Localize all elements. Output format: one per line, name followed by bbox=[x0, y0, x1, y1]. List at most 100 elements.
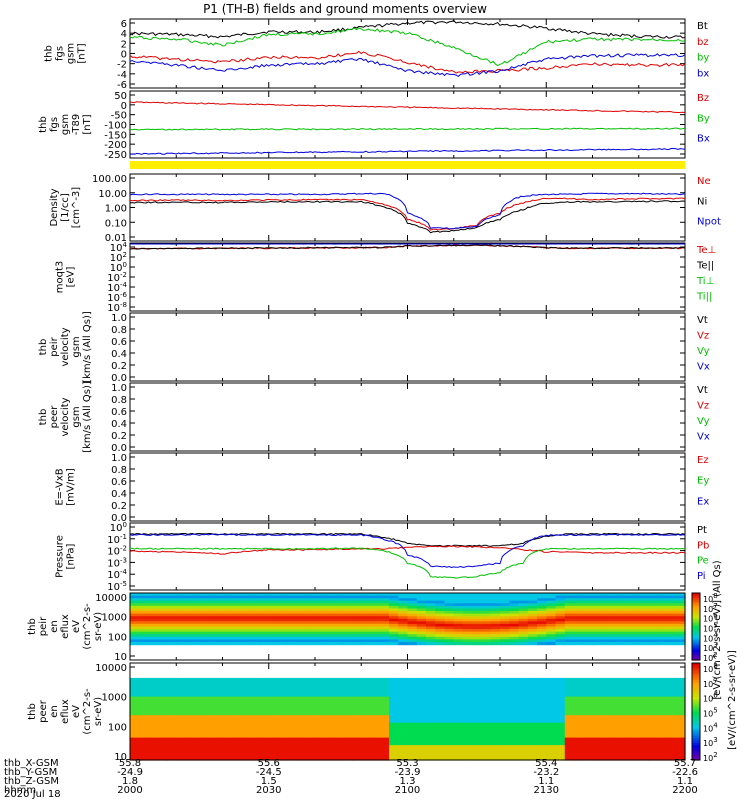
spec-cell bbox=[453, 733, 464, 739]
spec-cell bbox=[426, 639, 436, 643]
spec-cell bbox=[481, 631, 492, 635]
spec-cell bbox=[500, 711, 510, 716]
spec-cell bbox=[509, 752, 520, 757]
spec-cell bbox=[453, 741, 464, 746]
spec-cell bbox=[148, 618, 159, 622]
ytick-label-temp: 102 bbox=[110, 251, 127, 264]
spec-cell bbox=[250, 752, 261, 757]
spec-cell bbox=[268, 598, 279, 602]
spec-cell bbox=[324, 726, 335, 731]
spec-cell bbox=[555, 715, 566, 720]
spec-cell bbox=[546, 631, 557, 635]
spec-cell bbox=[555, 600, 566, 604]
spec-cell bbox=[241, 730, 251, 735]
spec-cell bbox=[500, 677, 510, 683]
spec-cell bbox=[315, 704, 325, 709]
spec-cell bbox=[259, 689, 270, 694]
spec-cell bbox=[296, 726, 307, 731]
spec-cell bbox=[490, 696, 501, 701]
spec-cell bbox=[130, 634, 140, 638]
spec-cell bbox=[148, 639, 159, 643]
spec-cell bbox=[500, 715, 510, 720]
spec-cell bbox=[213, 681, 224, 686]
spec-cell bbox=[148, 613, 159, 617]
spec-cell bbox=[157, 639, 168, 643]
ylabel-fgs-t89: -T89 bbox=[71, 114, 82, 136]
ytick-label-temp: 10-4 bbox=[107, 281, 127, 294]
spec-cell bbox=[213, 608, 224, 612]
spec-cell bbox=[268, 692, 279, 698]
spec-cell bbox=[453, 595, 464, 599]
spec-cell bbox=[139, 621, 150, 625]
spec-cell bbox=[509, 629, 520, 633]
spec-cell bbox=[139, 595, 150, 599]
spec-cell bbox=[444, 631, 455, 635]
spec-cell bbox=[527, 595, 538, 599]
colorbar-cell bbox=[692, 646, 700, 649]
spec-cell bbox=[518, 626, 529, 630]
spec-cell bbox=[361, 726, 372, 731]
colorbar-cell bbox=[692, 634, 700, 638]
spec-cell bbox=[657, 677, 668, 683]
spec-cell bbox=[231, 642, 242, 646]
spec-cell bbox=[601, 733, 612, 739]
spec-cell bbox=[167, 748, 177, 754]
spec-cell bbox=[666, 631, 677, 635]
spec-cell bbox=[574, 715, 584, 720]
spec-cell bbox=[231, 634, 242, 638]
spec-cell bbox=[490, 733, 501, 739]
spec-cell bbox=[426, 626, 436, 630]
spec-cell bbox=[629, 689, 640, 694]
spec-cell bbox=[509, 689, 520, 694]
spec-cell bbox=[500, 719, 510, 724]
spec-cell bbox=[176, 722, 187, 727]
spec-cell bbox=[333, 730, 344, 735]
spec-cell bbox=[648, 636, 658, 640]
spec-cell bbox=[574, 707, 584, 713]
spec-cell bbox=[213, 715, 224, 720]
spec-cell bbox=[231, 611, 242, 615]
spec-cell bbox=[278, 605, 288, 610]
spec-cell bbox=[481, 756, 492, 761]
spec-cell bbox=[509, 626, 520, 630]
spec-cell bbox=[185, 685, 196, 690]
spec-cell bbox=[333, 733, 344, 739]
spec-cell bbox=[564, 603, 575, 607]
spec-cell bbox=[157, 611, 168, 615]
spec-cell bbox=[194, 636, 205, 640]
spec-cell bbox=[435, 748, 446, 754]
spec-cell bbox=[222, 711, 233, 716]
spec-cell bbox=[268, 748, 279, 754]
spec-cell bbox=[583, 595, 594, 599]
spec-cell bbox=[481, 621, 492, 625]
spec-cell bbox=[629, 733, 640, 739]
spec-cell bbox=[139, 608, 150, 612]
spec-cell bbox=[611, 707, 621, 713]
spec-cell bbox=[546, 752, 557, 757]
spec-cell bbox=[241, 613, 251, 617]
ytick-label-efield: 1.0 bbox=[111, 453, 127, 464]
spec-cell bbox=[509, 677, 520, 683]
spec-cell bbox=[167, 696, 177, 701]
colorbar-cell bbox=[692, 755, 700, 759]
spec-cell bbox=[453, 689, 464, 694]
spec-cell bbox=[194, 752, 205, 757]
spec-cell bbox=[527, 719, 538, 724]
colorbar-cell bbox=[692, 670, 700, 674]
spec-cell bbox=[601, 631, 612, 635]
spec-cell bbox=[361, 600, 372, 604]
spec-cell bbox=[148, 621, 159, 625]
xaxis-tick-x: 55.7 bbox=[674, 758, 696, 769]
spec-cell bbox=[583, 715, 594, 720]
spec-cell bbox=[518, 634, 529, 638]
spec-cell bbox=[583, 681, 594, 686]
spec-cell bbox=[463, 726, 473, 731]
spec-cell bbox=[574, 689, 584, 694]
ytick-label-elec-spec: 10 bbox=[114, 752, 127, 763]
spec-cell bbox=[509, 711, 520, 716]
spec-cell bbox=[500, 745, 510, 750]
spec-cell bbox=[657, 603, 668, 607]
spec-cell bbox=[463, 704, 473, 709]
spec-cell bbox=[185, 748, 196, 754]
spec-cell bbox=[444, 611, 455, 615]
